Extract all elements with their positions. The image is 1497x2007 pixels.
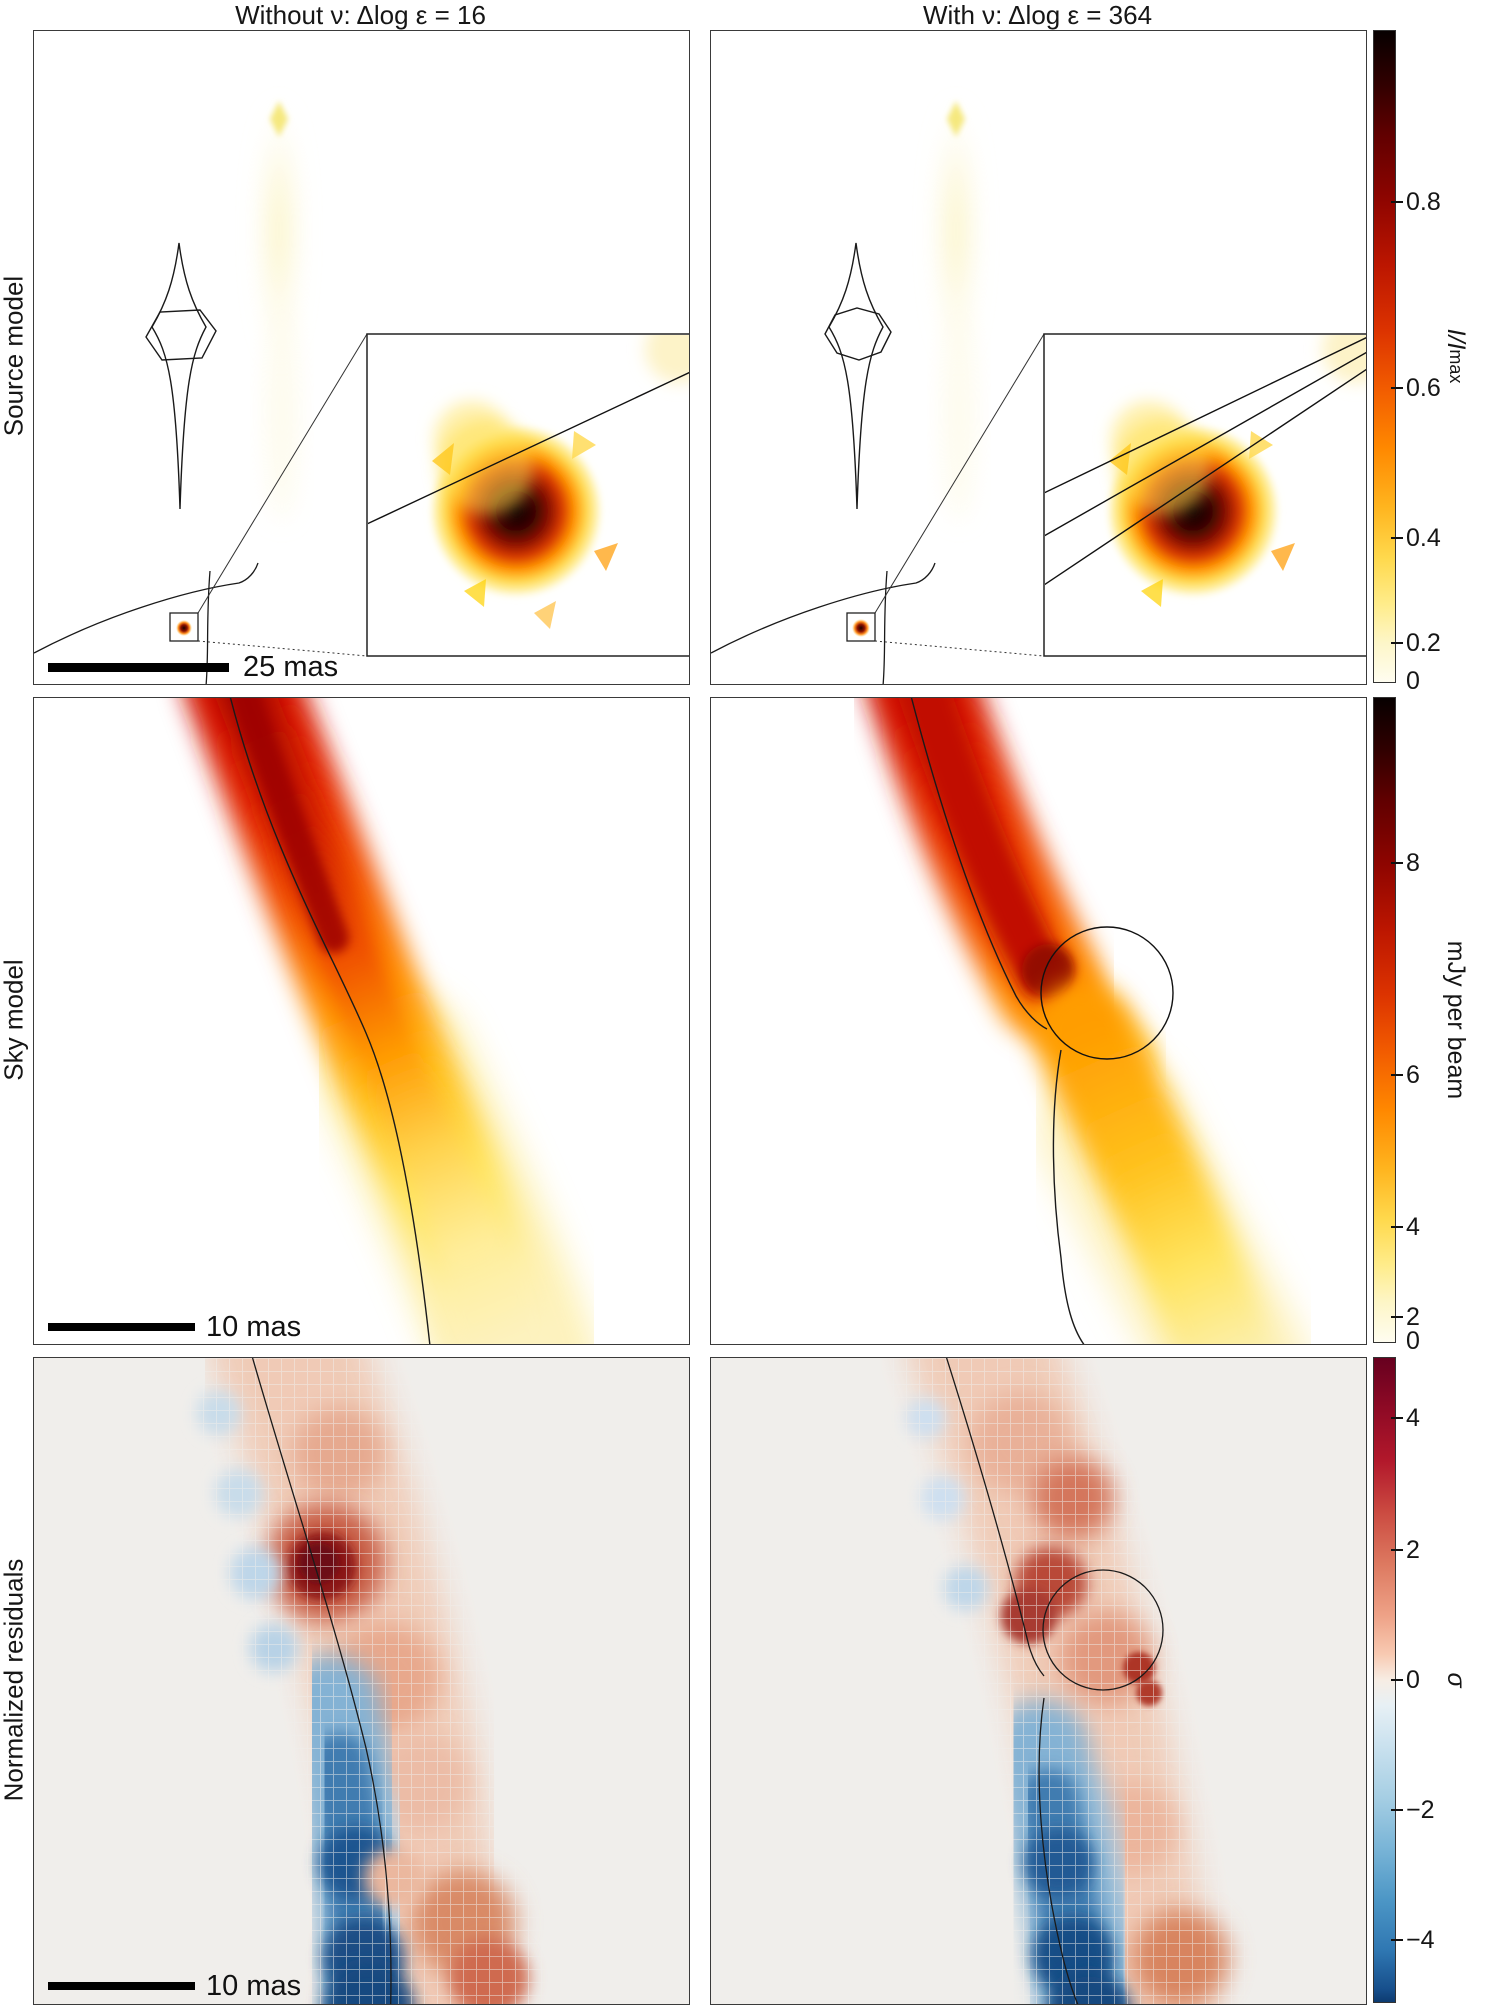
cb2-tick: 8 bbox=[1406, 849, 1420, 877]
cb2-label: mJy per beam bbox=[1442, 940, 1470, 1100]
beam-fan-lines bbox=[1045, 337, 1366, 586]
colorbar-intensity bbox=[1373, 30, 1396, 683]
jet-stripe bbox=[185, 698, 597, 1344]
cb3-label: σ bbox=[1442, 1672, 1470, 1688]
colorbar-flux bbox=[1373, 697, 1396, 1343]
cb3-tick: 2 bbox=[1406, 1536, 1420, 1564]
cb1-tick: 0.2 bbox=[1406, 629, 1441, 657]
cb3-tick: 4 bbox=[1406, 1404, 1420, 1432]
scalebar-row3 bbox=[48, 1982, 195, 1990]
panel-residuals-right bbox=[710, 1357, 1367, 2005]
jet-curve bbox=[711, 562, 936, 654]
pixelation-overlay bbox=[711, 1358, 1366, 2004]
column-title-left: Without ν: Δlog ε = 16 bbox=[235, 0, 486, 30]
plume-spot bbox=[270, 101, 288, 137]
jet-ridge-line bbox=[945, 1358, 1079, 2004]
cb3-tick: −4 bbox=[1406, 1926, 1435, 1954]
panel-residuals-left bbox=[33, 1357, 690, 2005]
scalebar-row2 bbox=[48, 1323, 195, 1331]
row-label-sky-model: Sky model bbox=[0, 959, 29, 1081]
cb2-tick: 2 bbox=[1406, 1303, 1420, 1331]
cb2-tick: 4 bbox=[1406, 1213, 1420, 1241]
jet-ridge-line bbox=[910, 698, 1085, 1344]
jet-stripe bbox=[867, 698, 1308, 1344]
panel-sky-model-left bbox=[33, 697, 690, 1345]
pixelation-overlay bbox=[34, 1358, 689, 2004]
cb1-tick: 0.6 bbox=[1406, 374, 1441, 402]
cb2-tick: 6 bbox=[1406, 1061, 1420, 1089]
scalebar-label-row1: 25 mas bbox=[243, 651, 339, 683]
jet-ridge-line bbox=[251, 1358, 392, 2004]
panel-source-model-right bbox=[710, 30, 1367, 685]
cb3-tick: 0 bbox=[1406, 1666, 1420, 1694]
zoom-inset bbox=[366, 333, 689, 657]
panel-source-model-left bbox=[33, 30, 690, 685]
panel-sky-model-right bbox=[710, 697, 1367, 1345]
scalebar-label-row3: 10 mas bbox=[206, 1970, 302, 2002]
scalebar-label-row2: 10 mas bbox=[206, 1311, 302, 1343]
row-label-source-model: Source model bbox=[0, 275, 29, 437]
cb1-tick: 0.8 bbox=[1406, 188, 1441, 216]
scalebar-row1 bbox=[48, 663, 229, 672]
plume-spot bbox=[947, 101, 965, 137]
cb1-tick: 0.4 bbox=[1406, 524, 1441, 552]
contour-sketch bbox=[145, 242, 217, 510]
jet-curve bbox=[34, 562, 259, 654]
row-label-normalized-residuals: Normalized residuals bbox=[0, 1558, 29, 1802]
beam-circle-outline bbox=[1042, 1569, 1164, 1691]
beam-circle-outline bbox=[1040, 926, 1174, 1060]
cb2-tick: 0 bbox=[1406, 1327, 1420, 1355]
zoom-inset bbox=[1043, 333, 1366, 657]
cb1-label: I/Imax bbox=[1442, 328, 1470, 384]
contour-sketch bbox=[824, 242, 892, 510]
column-title-right: With ν: Δlog ε = 364 bbox=[922, 0, 1153, 30]
cb1-tick: 0 bbox=[1406, 667, 1420, 695]
cb3-tick: −2 bbox=[1406, 1796, 1435, 1824]
jet-ridge-line bbox=[229, 698, 431, 1344]
